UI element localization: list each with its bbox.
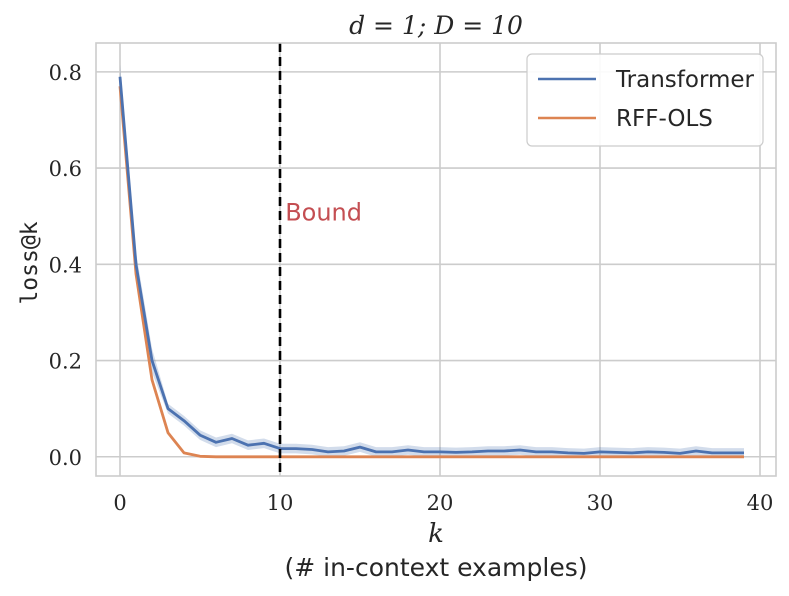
legend-label-rff-ols: RFF-OLS <box>616 106 713 132</box>
y-tick-label: 0.8 <box>49 61 82 85</box>
x-tick-label: 40 <box>747 491 774 515</box>
bound-annotation: Bound <box>285 198 362 226</box>
confidence-band-transformer <box>120 64 744 457</box>
series-lines <box>118 76 744 459</box>
y-axis-label: loss@k <box>17 221 43 304</box>
plot-frame <box>95 42 777 477</box>
chart-title: d = 1; D = 10 <box>349 11 523 40</box>
series-line-rff-ols <box>118 86 744 459</box>
x-axis-label: k <box>428 519 444 549</box>
y-tick-label: 0.0 <box>49 446 82 470</box>
x-tick-label: 30 <box>587 491 614 515</box>
series-line-transformer <box>118 76 744 455</box>
x-tick-label: 10 <box>267 491 294 515</box>
y-tick-label: 0.4 <box>49 253 82 277</box>
y-tick-label: 0.6 <box>49 157 82 181</box>
x-axis-sublabel: (# in-context examples) <box>284 553 587 582</box>
confidence-bands <box>120 64 744 457</box>
x-tick-label: 20 <box>427 491 454 515</box>
legend: Transformer RFF-OLS <box>526 53 764 147</box>
x-tick-label: 0 <box>113 491 126 515</box>
legend-label-transformer: Transformer <box>615 67 755 93</box>
y-tick-labels: 0.0 0.2 0.4 0.6 0.8 <box>49 61 82 470</box>
legend-box <box>526 53 764 147</box>
y-tick-label: 0.2 <box>49 350 82 374</box>
x-tick-labels: 0 10 20 30 40 <box>113 491 773 515</box>
